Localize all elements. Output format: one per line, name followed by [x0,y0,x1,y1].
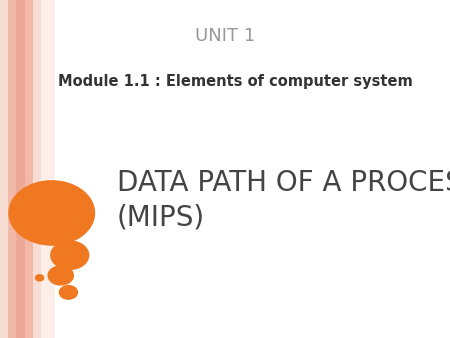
Circle shape [48,266,73,285]
Bar [16,0,25,338]
Bar [0,0,8,338]
Circle shape [51,241,89,269]
Bar [33,0,41,338]
Bar [41,0,55,338]
Text: DATA PATH OF A PROCESSOR
(MIPS): DATA PATH OF A PROCESSOR (MIPS) [117,169,450,232]
Circle shape [36,275,44,281]
Circle shape [9,181,94,245]
Text: Module 1.1 : Elements of computer system: Module 1.1 : Elements of computer system [58,74,413,89]
Bar [8,0,16,338]
Circle shape [59,286,77,299]
Bar [25,0,33,338]
Text: UNIT 1: UNIT 1 [195,27,255,45]
